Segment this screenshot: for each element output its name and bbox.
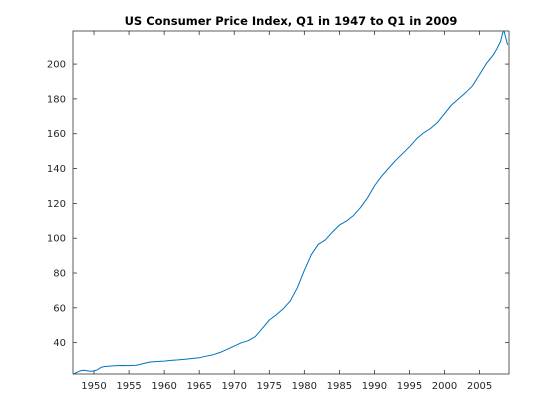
x-tick-label: 2000 <box>432 381 457 392</box>
y-tick-label: 180 <box>47 94 66 105</box>
x-tick-label: 1995 <box>397 381 422 392</box>
x-tick-label: 1980 <box>292 381 317 392</box>
x-tick-label: 1970 <box>221 381 246 392</box>
y-tick-label: 160 <box>47 129 66 140</box>
x-tick-label: 1950 <box>81 381 106 392</box>
chart-title: US Consumer Price Index, Q1 in 1947 to Q… <box>125 14 458 28</box>
y-tick-label: 200 <box>47 60 66 71</box>
x-tick-label: 1975 <box>257 381 282 392</box>
x-tick-label: 1965 <box>186 381 211 392</box>
x-tick-label: 1960 <box>151 381 176 392</box>
x-tick-label: 1985 <box>327 381 352 392</box>
x-tick-label: 2005 <box>467 381 492 392</box>
x-tick-label: 1990 <box>362 381 387 392</box>
y-tick-label: 100 <box>47 234 66 245</box>
y-tick-label: 80 <box>53 269 66 280</box>
y-axis: 40 60 80 100 120 140 160 180 200 <box>47 60 509 349</box>
x-tick-label: 1955 <box>116 381 141 392</box>
y-tick-label: 120 <box>47 199 66 210</box>
y-tick-label: 60 <box>53 303 66 314</box>
y-tick-label: 40 <box>53 338 66 349</box>
y-tick-label: 140 <box>47 164 66 175</box>
cpi-series-line <box>72 30 509 375</box>
plot-area <box>72 30 510 375</box>
x-axis: 1950 1955 1960 1965 1970 1975 1980 1985 1990 1995… <box>81 31 492 392</box>
